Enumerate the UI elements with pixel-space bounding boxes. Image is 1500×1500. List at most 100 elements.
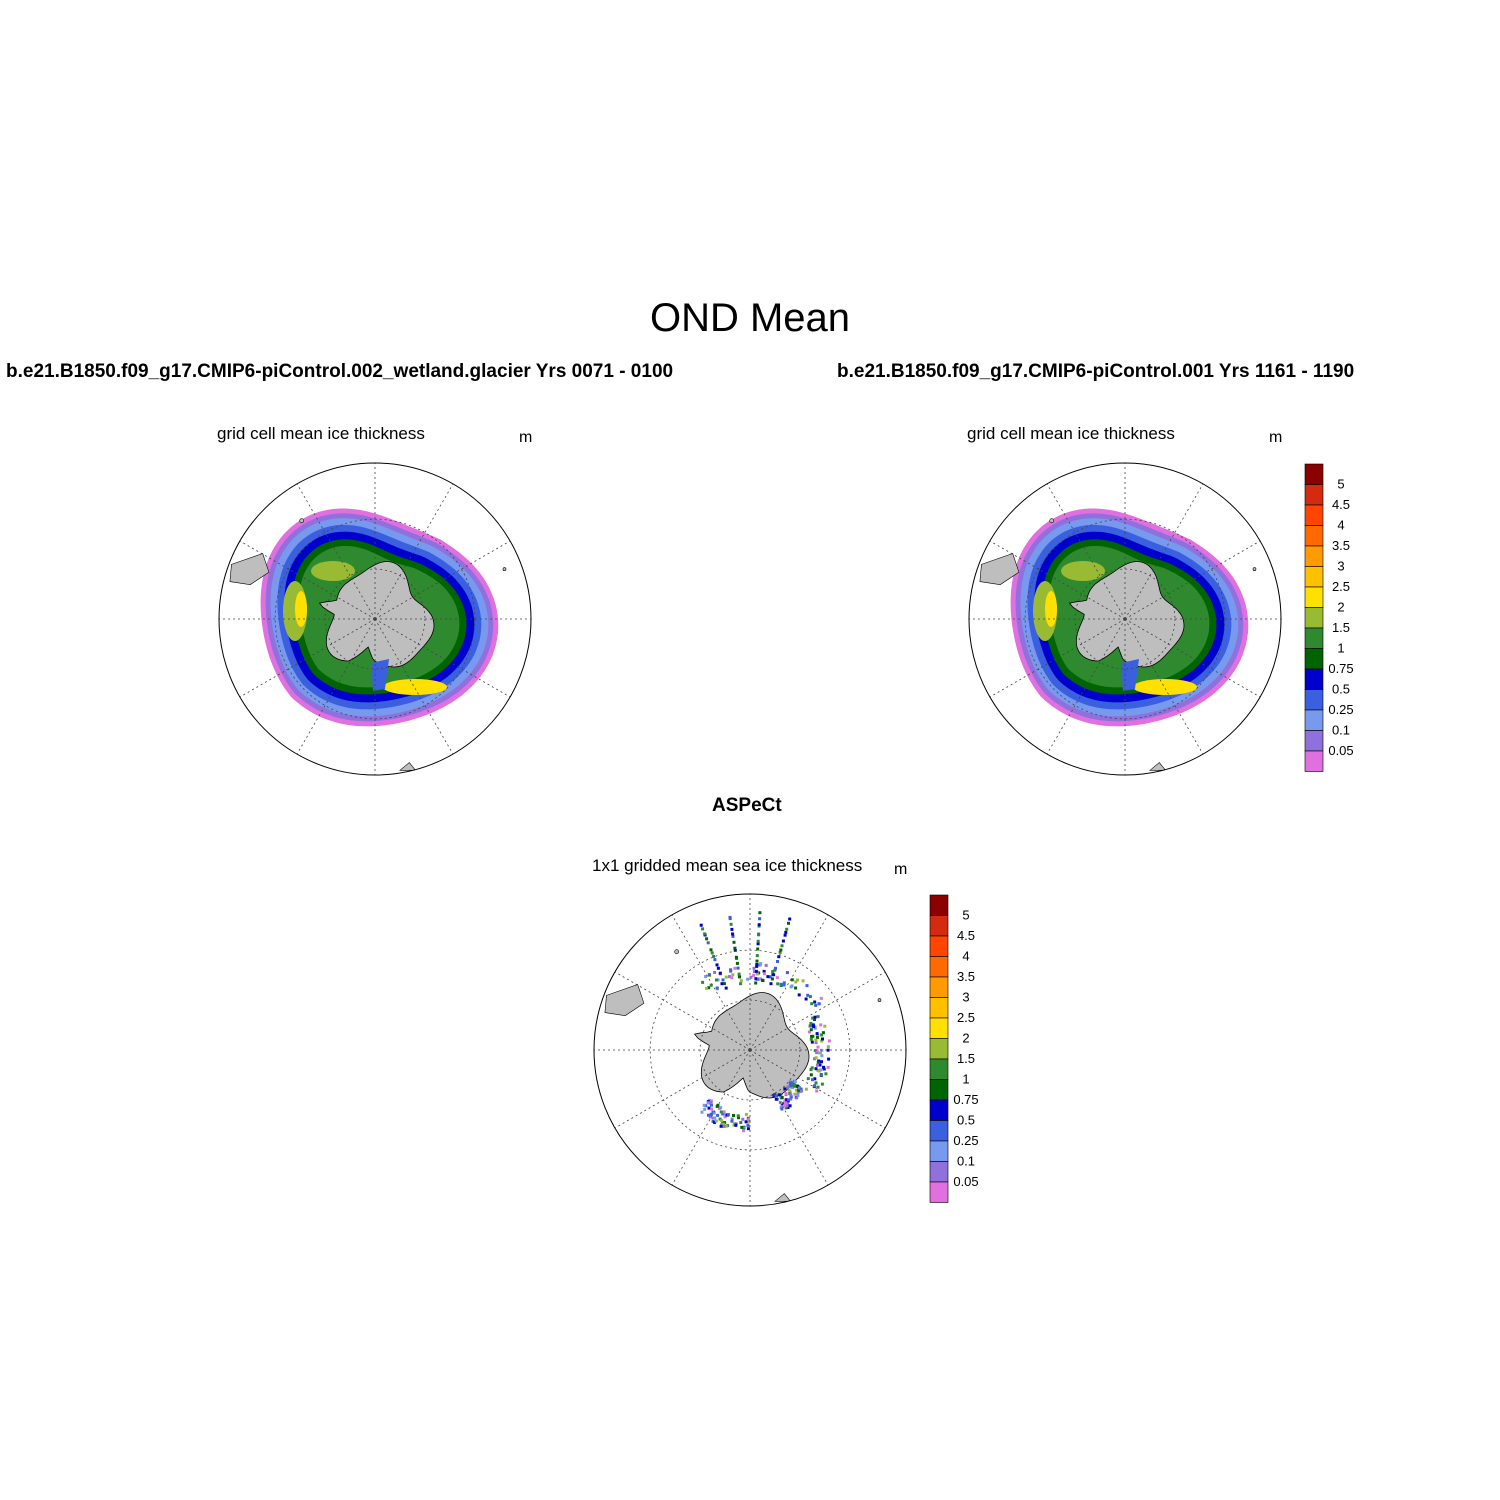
obs-point xyxy=(809,1022,813,1025)
map-clip-group xyxy=(219,463,531,775)
colorbar-box xyxy=(1304,484,1324,506)
obs-point xyxy=(814,1067,818,1071)
obs-point xyxy=(700,1110,704,1114)
obs-point xyxy=(754,977,758,981)
obs-point xyxy=(817,1002,821,1006)
obs-point xyxy=(813,1015,817,1019)
obs-point xyxy=(714,1119,718,1123)
latitude-circle xyxy=(274,518,476,720)
colorbar-tick-label: 2 xyxy=(962,1031,969,1046)
obs-point xyxy=(720,982,724,986)
obs-point xyxy=(789,1084,792,1088)
obs-point xyxy=(757,923,761,927)
obs-point xyxy=(815,1049,819,1053)
obs-point xyxy=(715,963,719,967)
obs-point xyxy=(744,1112,748,1116)
colorbar-tick-label: 1 xyxy=(962,1072,969,1087)
obs-point xyxy=(720,1119,724,1122)
map-border xyxy=(218,462,532,776)
obs-point xyxy=(809,1073,813,1077)
bottom-polar-map xyxy=(593,893,907,1207)
obs-point xyxy=(756,939,760,943)
colorbar-tick-label: 3 xyxy=(962,990,969,1005)
obs-point xyxy=(826,1065,830,1069)
obs-point xyxy=(807,1030,811,1034)
colorbar-box xyxy=(1304,545,1324,567)
island-land xyxy=(1252,567,1257,571)
colorbar-box xyxy=(929,956,949,978)
colorbar-box xyxy=(929,935,949,957)
meridian-line xyxy=(296,618,376,755)
obs-point xyxy=(820,1054,824,1058)
obs-point xyxy=(784,1091,788,1095)
meridian-line xyxy=(374,540,511,620)
bottom-colorbar-content: 5 4.5 4 3.5 3 2.5 2 1.5 1 0.75 0.5 0.25 0.1 0.05 xyxy=(929,894,979,1203)
obs-point xyxy=(813,1057,816,1061)
bottom-colorbar: 5 4.5 4 3.5 3 2.5 2 1.5 1 0.75 0.5 0.25 0.1 0.05 xyxy=(929,894,979,1203)
colorbar-tick-label: 4 xyxy=(1337,518,1344,533)
colorbar-tick-label: 0.25 xyxy=(1328,702,1353,717)
obs-point xyxy=(793,1083,797,1087)
obs-point xyxy=(815,1036,819,1039)
obs-point xyxy=(775,976,779,980)
obs-point xyxy=(707,986,711,990)
south-america-land xyxy=(979,553,1020,585)
obs-point xyxy=(804,1087,808,1091)
colorbar-box xyxy=(929,915,949,937)
obs-point xyxy=(755,959,759,963)
obs-point xyxy=(723,1121,727,1125)
obs-point xyxy=(715,978,718,982)
ice-band-2 xyxy=(383,679,447,695)
obs-point xyxy=(806,993,810,997)
meridian-line xyxy=(374,483,454,620)
obs-point xyxy=(787,921,790,925)
obs-point xyxy=(739,979,743,983)
obs-point xyxy=(781,939,785,943)
latitude-circle xyxy=(1024,518,1226,720)
obs-point xyxy=(809,1024,813,1028)
colorbar-box xyxy=(929,1161,949,1183)
island-land xyxy=(674,949,679,955)
obs-point xyxy=(773,1093,777,1097)
obs-point xyxy=(790,1081,794,1085)
obs-point xyxy=(808,995,812,999)
obs-point xyxy=(744,1120,748,1124)
colorbar-box xyxy=(1304,525,1324,547)
obs-point xyxy=(811,1016,815,1020)
obs-point xyxy=(783,1101,787,1105)
figure-title: OND Mean xyxy=(649,296,851,340)
obs-point xyxy=(758,977,762,981)
colorbar-box xyxy=(1304,627,1324,649)
colorbar-tick-label: 0.75 xyxy=(1328,661,1353,676)
obs-point xyxy=(706,941,710,945)
colorbar-tick-label: 4.5 xyxy=(957,928,975,943)
obs-point xyxy=(810,1002,814,1006)
bottom-case-title: ASPeCt xyxy=(712,795,782,816)
island-land xyxy=(1049,518,1054,524)
colorbar-box xyxy=(929,1058,949,1080)
map-border xyxy=(593,893,907,1207)
obs-point xyxy=(811,1034,815,1038)
obs-point xyxy=(709,1099,713,1103)
ice-band-2 xyxy=(1133,679,1197,695)
obs-point xyxy=(820,1039,824,1043)
obs-point xyxy=(707,1113,710,1117)
obs-point xyxy=(809,1037,813,1041)
obs-point xyxy=(752,973,756,977)
obs-point xyxy=(826,1048,830,1052)
obs-point xyxy=(796,978,799,982)
meridian-line xyxy=(749,914,829,1051)
map-clip-group xyxy=(969,463,1281,775)
obs-point xyxy=(733,948,737,952)
colorbar-tick-label: 0.75 xyxy=(953,1092,978,1107)
obs-point xyxy=(734,955,738,959)
obs-point xyxy=(756,947,760,951)
obs-point xyxy=(762,969,766,973)
obs-point xyxy=(721,1112,725,1116)
left-map-content xyxy=(218,462,532,776)
obs-point xyxy=(732,940,736,944)
meridian-line xyxy=(239,618,376,698)
colorbar-tick-label: 1 xyxy=(1337,641,1344,656)
colorbar-tick-label: 1.5 xyxy=(957,1051,975,1066)
obs-point xyxy=(747,1120,751,1124)
